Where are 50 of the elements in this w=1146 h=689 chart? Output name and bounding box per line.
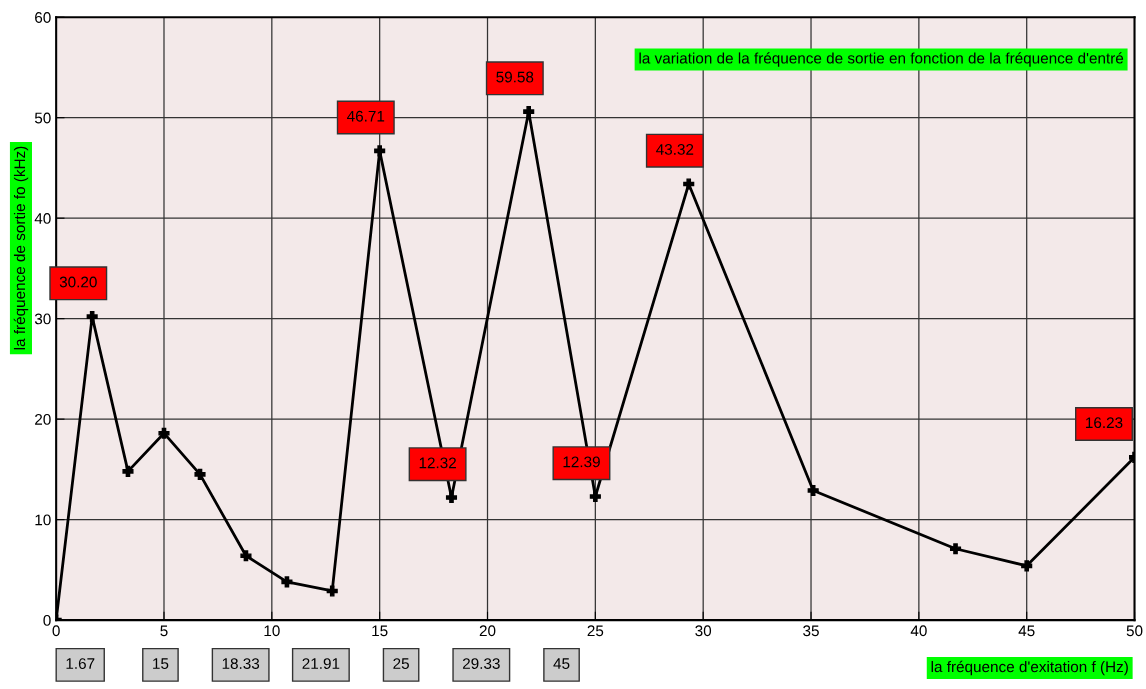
- point: [326, 585, 338, 597]
- text: la variation de la fréquence de sortie en fonction de la fréquence d'entré: [639, 52, 1124, 67]
- text: 1.67: [66, 658, 95, 669]
- annotation: 12.39: [563, 456, 600, 468]
- annotation: 30.20: [59, 276, 97, 288]
- x-tick-label: 25: [587, 625, 604, 637]
- point: [122, 465, 134, 477]
- text: 25: [393, 658, 409, 669]
- point: [281, 576, 293, 588]
- text: 21.91: [302, 658, 340, 669]
- x-tick-label: 20: [479, 625, 496, 637]
- text: 45: [553, 658, 570, 669]
- x-tick-label: 0: [52, 625, 60, 637]
- point: [158, 427, 170, 439]
- x-tick-label: 50: [1126, 625, 1143, 637]
- point: [374, 145, 386, 157]
- point: [523, 106, 535, 118]
- y-tick-label: 40: [34, 213, 51, 224]
- point: [683, 178, 695, 190]
- x-axis-title: la fréquence d'exitation f (Hz): [931, 660, 1128, 676]
- y-tick-label: 20: [35, 414, 51, 425]
- x-tick-label: 10: [264, 625, 280, 637]
- text: 18.33: [222, 658, 260, 669]
- y-tick-label: 50: [34, 112, 51, 124]
- x-tick-label: 15: [372, 625, 388, 637]
- x-tick-label: 40: [910, 625, 927, 637]
- x-tick-label: 45: [1018, 625, 1035, 637]
- annotation: 12.32: [419, 457, 456, 469]
- point: [807, 484, 819, 497]
- y-axis-title: la fréquence de sortie fo (kHz): [13, 146, 29, 350]
- point: [1021, 560, 1033, 572]
- point: [589, 490, 601, 503]
- annotation: 43.32: [656, 143, 694, 155]
- x-tick-label: 5: [160, 625, 168, 637]
- point: [194, 468, 206, 480]
- annotation: 59.58: [496, 71, 534, 83]
- point: [445, 491, 458, 504]
- annotation: 46.71: [347, 110, 385, 122]
- x-tick-label: 35: [803, 625, 819, 637]
- x-tick-label: 30: [695, 625, 712, 637]
- text: 15: [153, 658, 169, 669]
- point: [949, 543, 962, 555]
- y-tick-label: 10: [35, 514, 51, 526]
- text: 29.33: [462, 658, 500, 669]
- annotation: 16.23: [1086, 417, 1123, 429]
- y-tick-label: 60: [35, 12, 51, 23]
- y-tick-label: 30: [34, 313, 51, 325]
- point: [240, 550, 252, 562]
- point: [86, 311, 98, 323]
- y-tick-label: 0: [43, 614, 51, 626]
